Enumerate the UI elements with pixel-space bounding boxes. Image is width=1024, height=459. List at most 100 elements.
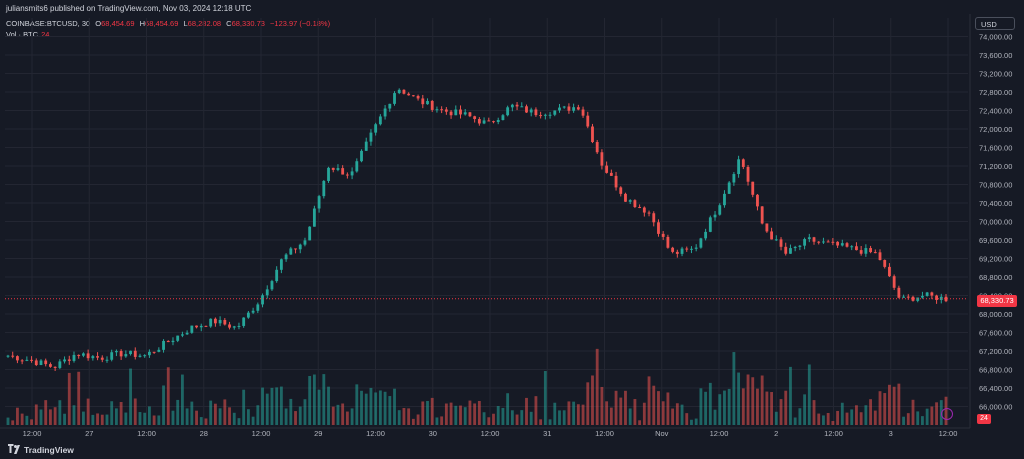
candle-body bbox=[284, 254, 288, 260]
volume-bar bbox=[152, 415, 156, 425]
volume-bar bbox=[39, 409, 43, 425]
candle-body bbox=[133, 350, 137, 357]
symbol-label[interactable]: COINBASE:BTCUSD, 30 bbox=[6, 19, 91, 28]
candle-body bbox=[20, 360, 24, 362]
volume-bar bbox=[86, 398, 90, 425]
x-tick-label: 29 bbox=[314, 429, 322, 438]
candle-body bbox=[383, 108, 387, 117]
volume-bar bbox=[63, 413, 66, 425]
y-tick-label: 68,000.00 bbox=[979, 310, 1012, 319]
volume-bar bbox=[789, 366, 792, 425]
volume-bar bbox=[53, 407, 57, 425]
volume-bar bbox=[345, 411, 349, 425]
volume-bar bbox=[213, 403, 217, 425]
volume-bar bbox=[463, 407, 467, 425]
y-tick-label: 69,600.00 bbox=[979, 236, 1012, 245]
volume-bar bbox=[737, 372, 741, 425]
candle-body bbox=[444, 109, 448, 112]
volume-bar bbox=[110, 401, 114, 425]
volume-bar bbox=[369, 387, 373, 425]
candle-body bbox=[642, 207, 646, 213]
volume-bar bbox=[916, 411, 920, 425]
candle-body bbox=[105, 359, 109, 361]
candle-body bbox=[699, 238, 703, 248]
candle-body bbox=[935, 295, 938, 300]
volume-bar bbox=[534, 396, 538, 425]
ohlc-legend: COINBASE:BTCUSD, 30 O68,454.69 H68,454.6… bbox=[6, 19, 333, 28]
candle-body bbox=[53, 366, 57, 368]
volume-bar bbox=[435, 417, 439, 425]
candle-body bbox=[774, 239, 778, 241]
candle-body bbox=[218, 319, 222, 324]
candle-body bbox=[873, 252, 877, 254]
volume-bar bbox=[303, 399, 307, 425]
volume-bar bbox=[44, 400, 48, 425]
candle-body bbox=[595, 142, 599, 153]
candle-body bbox=[694, 247, 698, 249]
y-tick-label: 73,600.00 bbox=[979, 51, 1012, 60]
candle-body bbox=[708, 217, 712, 232]
volume-bar bbox=[180, 374, 184, 425]
volume-bar bbox=[331, 406, 335, 425]
volume-bar bbox=[355, 384, 359, 425]
candle-body bbox=[355, 161, 359, 172]
goto-realtime-icon[interactable] bbox=[941, 408, 953, 420]
volume-bar bbox=[105, 414, 109, 425]
candle-body bbox=[661, 233, 665, 237]
volume-bar bbox=[699, 388, 703, 425]
volume-bar bbox=[741, 388, 745, 425]
volume-label[interactable]: Vol · BTC bbox=[6, 30, 39, 39]
volume-bar bbox=[558, 410, 561, 425]
candle-body bbox=[303, 240, 307, 245]
volume-bar bbox=[657, 391, 660, 425]
candle-body bbox=[510, 104, 514, 108]
tradingview-brand: TradingView bbox=[24, 445, 74, 455]
candle-body bbox=[737, 159, 741, 175]
candle-body bbox=[261, 295, 264, 305]
volume-bar bbox=[515, 414, 519, 425]
candle-body bbox=[473, 116, 477, 120]
volume-bar bbox=[294, 411, 297, 425]
candle-body bbox=[449, 111, 453, 116]
candle-body bbox=[770, 231, 774, 240]
candle-body bbox=[265, 289, 269, 296]
volume-bar bbox=[591, 375, 594, 425]
candle-body bbox=[336, 168, 340, 170]
candle-body bbox=[67, 359, 71, 361]
volume-bar bbox=[680, 404, 684, 425]
y-tick-label: 66,400.00 bbox=[979, 384, 1012, 393]
candle-body bbox=[16, 356, 19, 361]
candle-body bbox=[364, 141, 368, 151]
volume-bar bbox=[185, 408, 189, 425]
candle-body bbox=[756, 194, 759, 207]
volume-bar bbox=[430, 397, 434, 425]
candle-body bbox=[850, 246, 854, 248]
volume-bar bbox=[525, 397, 528, 425]
candle-body bbox=[96, 356, 99, 358]
y-tick-label: 72,800.00 bbox=[979, 88, 1012, 97]
candle-body bbox=[817, 241, 821, 243]
volume-bar bbox=[204, 418, 208, 425]
candle-body bbox=[572, 107, 576, 111]
volume-bar bbox=[751, 377, 755, 425]
volume-bar bbox=[576, 404, 580, 425]
volume-bar bbox=[77, 371, 81, 425]
candle-body bbox=[779, 239, 783, 247]
volume-bar bbox=[251, 416, 255, 425]
candle-body bbox=[624, 193, 627, 202]
volume-bar bbox=[270, 387, 274, 425]
x-tick-label: 12:00 bbox=[366, 429, 385, 438]
volume-bar bbox=[642, 402, 646, 425]
candle-body bbox=[888, 266, 891, 277]
currency-button[interactable]: USD bbox=[975, 17, 1015, 30]
candle-body bbox=[534, 109, 538, 116]
volume-bar bbox=[421, 401, 425, 425]
volume-bar bbox=[675, 403, 679, 425]
volume-bar bbox=[779, 399, 783, 425]
high-value: 68,454.69 bbox=[145, 19, 179, 28]
volume-bar bbox=[440, 416, 444, 425]
volume-bar bbox=[312, 374, 316, 425]
candle-body bbox=[119, 351, 123, 357]
volume-value: 24 bbox=[41, 30, 50, 39]
